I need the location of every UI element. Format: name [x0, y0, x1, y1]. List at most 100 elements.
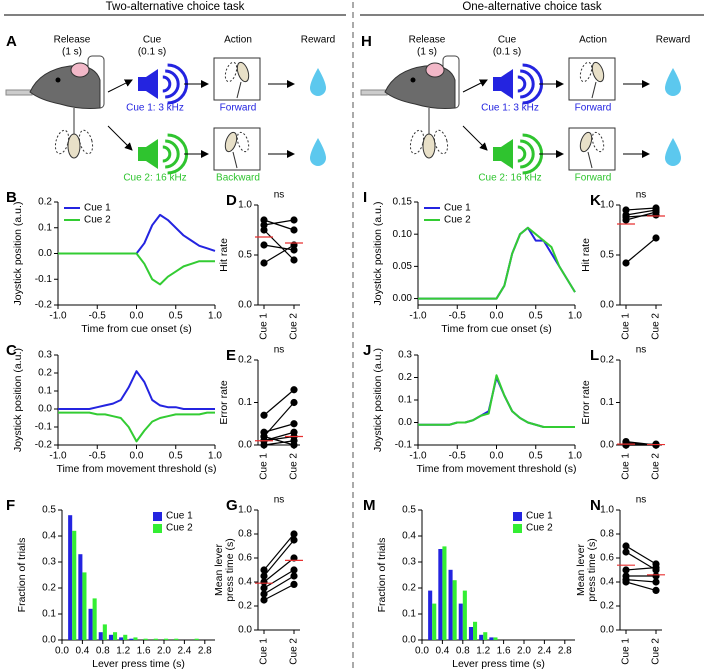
legend-label: Cue 2	[444, 215, 471, 226]
y-tick-label: 0.8	[600, 529, 614, 540]
x-tick-label: 0.0	[55, 646, 69, 657]
y-axis-label: Error rate	[580, 380, 592, 425]
y-tick-label: 0.5	[600, 250, 614, 261]
chart-title: ns	[274, 345, 285, 356]
x-axis-label: Time from movement threshold (s)	[56, 463, 216, 475]
schematic-label: Cue 2: 16 kHz	[123, 173, 186, 184]
action-ghost	[224, 61, 238, 83]
sound-wave	[517, 75, 527, 93]
y-tick-label: 0.0	[402, 635, 416, 646]
x-tick-label: -0.5	[89, 311, 107, 322]
legend-label: Cue 1	[444, 203, 471, 214]
y-axis-label: Hit rate	[218, 238, 230, 272]
pair-line	[263, 431, 295, 442]
chart-title: ns	[274, 190, 285, 201]
pair-line	[625, 545, 657, 565]
action-rod	[232, 151, 238, 169]
pair-dot	[260, 578, 268, 586]
bar	[489, 637, 494, 640]
x-tick-label: 1.0	[208, 311, 222, 322]
panel-letter: F	[6, 497, 15, 514]
bar	[78, 554, 83, 640]
x-tick-label: Cue 1	[259, 313, 270, 340]
x-tick-label: 0.0	[490, 311, 504, 322]
bar	[483, 632, 488, 640]
joystick-paddle	[422, 133, 436, 159]
pair-dot	[260, 584, 268, 592]
bar	[194, 638, 199, 640]
pair-line	[263, 533, 295, 571]
y-tick-label: -0.1	[395, 440, 413, 451]
legend-label: Cue 1	[166, 511, 193, 522]
legend-label: Cue 2	[526, 523, 553, 534]
arrow	[107, 125, 133, 151]
y-axis-label: Hit rate	[580, 238, 592, 272]
x-tick-label: -0.5	[89, 451, 107, 462]
y-tick-label: 0.2	[398, 372, 412, 383]
pair-line	[625, 551, 657, 571]
bar	[108, 634, 113, 640]
chart-title: ns	[636, 495, 647, 506]
y-axis-label: Joystick position (a.u.)	[12, 348, 24, 452]
y-tick-label: 0.0	[600, 440, 614, 451]
panel-letter: D	[226, 192, 237, 209]
x-tick-label: 0.5	[529, 451, 543, 462]
pair-dot	[290, 246, 298, 254]
speaker-cone	[501, 139, 513, 169]
y-tick-label: 0.5	[402, 505, 416, 516]
y-tick-label: 0.5	[42, 505, 56, 516]
panel-letter: G	[226, 497, 238, 514]
joystick-ghost	[409, 129, 425, 155]
y-axis-label: Fraction of trials	[16, 538, 28, 613]
pair-dot	[622, 578, 630, 586]
action-ghost	[591, 131, 605, 153]
pair-line	[625, 237, 657, 264]
x-tick-label: -1.0	[49, 311, 67, 322]
y-tick-label: 0.00	[393, 293, 413, 304]
bar	[102, 624, 107, 640]
sound-wave	[520, 139, 535, 169]
pair-dot	[652, 578, 660, 586]
pair-dot	[260, 221, 268, 229]
schematic-label: Cue	[143, 35, 162, 46]
series-line	[58, 213, 216, 255]
pair-line	[263, 389, 295, 416]
series-line	[58, 411, 215, 443]
x-tick-label: 1.0	[208, 451, 222, 462]
schematic-label: H	[361, 33, 372, 50]
y-tick-label: 1.0	[238, 505, 252, 516]
arrow	[107, 79, 133, 93]
legend-label: Cue 2	[166, 523, 193, 534]
reward-drop	[665, 68, 681, 96]
y-tick-label: -0.2	[35, 300, 53, 311]
action-paddle	[579, 131, 593, 153]
schematic-label: Cue 1: 3 kHz	[481, 103, 539, 114]
y-axis-label: Error rate	[218, 380, 230, 425]
x-tick-label: Cue 1	[621, 453, 632, 480]
pair-line	[263, 435, 295, 442]
panel-letter: N	[590, 497, 601, 514]
y-axis-label: press time (s)	[224, 538, 236, 602]
x-tick-label: Cue 2	[651, 638, 662, 665]
y-tick-label: 0.1	[38, 222, 52, 233]
y-tick-label: 0.1	[398, 395, 412, 406]
y-tick-label: 0.4	[600, 577, 614, 588]
x-tick-label: 0.8	[96, 646, 110, 657]
pair-line	[263, 219, 295, 231]
x-tick-label: 2.0	[517, 646, 531, 657]
panel-letter: L	[590, 347, 599, 364]
action-rod	[587, 151, 593, 169]
action-box	[213, 57, 261, 101]
y-tick-label: 0.0	[38, 248, 52, 259]
schematic-label: Cue	[498, 35, 517, 46]
x-tick-label: 0.5	[169, 311, 183, 322]
action-box	[213, 127, 261, 171]
panel-letter: C	[6, 342, 17, 359]
arrow	[462, 125, 488, 151]
reward-drop	[310, 68, 326, 96]
pair-line	[263, 440, 295, 446]
rat-ear	[425, 62, 445, 78]
x-tick-label: 2.4	[537, 646, 551, 657]
bar	[473, 621, 478, 640]
pair-line	[625, 579, 657, 583]
